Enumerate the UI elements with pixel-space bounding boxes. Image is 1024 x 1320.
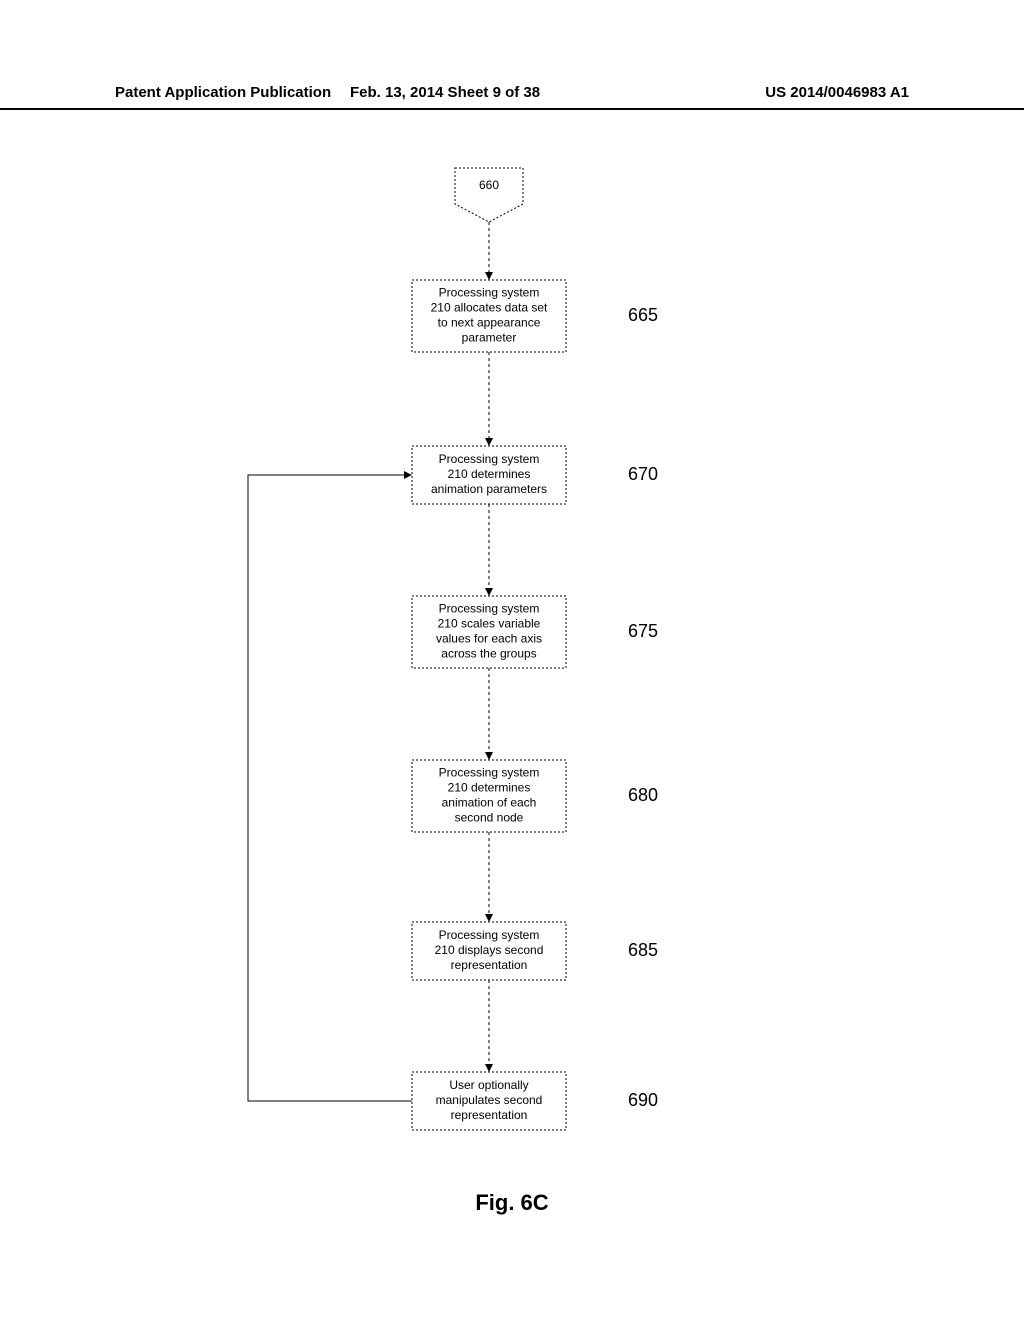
svg-text:210 determines: 210 determines [448,467,531,481]
flowchart-ref-690: 690 [628,1090,658,1110]
svg-text:representation: representation [451,1108,528,1122]
flowchart-ref-680: 680 [628,785,658,805]
svg-text:210 determines: 210 determines [448,781,531,795]
svg-text:representation: representation [451,958,528,972]
svg-text:animation parameters: animation parameters [431,482,547,496]
svg-text:second node: second node [455,811,524,825]
figure-caption: Fig. 6C [0,1190,1024,1216]
svg-text:parameter: parameter [462,331,517,345]
svg-text:Processing system: Processing system [439,928,540,942]
flowchart-node-n680: Processing system210 determinesanimation… [412,760,658,832]
svg-text:to next appearance: to next appearance [438,316,541,330]
flowchart-node-n670: Processing system210 determinesanimation… [412,446,658,504]
svg-text:210 displays second: 210 displays second [435,943,544,957]
flowchart-node-n685: Processing system210 displays secondrepr… [412,922,658,980]
header-right-text: US 2014/0046983 A1 [765,84,909,101]
svg-text:210 scales variable: 210 scales variable [438,617,541,631]
flowchart-node-n665: Processing system210 allocates data sett… [412,280,658,352]
svg-text:animation of each: animation of each [442,796,537,810]
svg-text:across the groups: across the groups [441,647,536,661]
svg-text:Processing system: Processing system [439,602,540,616]
page-header: Patent Application Publication Feb. 13, … [0,84,1024,110]
svg-text:Processing system: Processing system [439,452,540,466]
flowchart-ref-685: 685 [628,940,658,960]
svg-text:210 allocates data set: 210 allocates data set [431,301,548,315]
svg-text:660: 660 [479,178,499,192]
flowchart-node-n690: User optionallymanipulates secondreprese… [412,1072,658,1130]
svg-text:User optionally: User optionally [449,1078,528,1092]
flowchart-ref-665: 665 [628,305,658,325]
svg-text:manipulates second: manipulates second [436,1093,543,1107]
flowchart-node-n675: Processing system210 scales variablevalu… [412,596,658,668]
svg-text:values for each axis: values for each axis [436,632,542,646]
flowchart-ref-670: 670 [628,464,658,484]
flowchart-ref-675: 675 [628,621,658,641]
svg-text:Processing system: Processing system [439,766,540,780]
header-left-text: Patent Application Publication [115,84,331,101]
flowchart-node-n660: 660 [455,168,523,222]
header-middle-text: Feb. 13, 2014 Sheet 9 of 38 [350,84,540,101]
svg-text:Processing system: Processing system [439,286,540,300]
flowchart-diagram: 660Processing system210 allocates data s… [0,150,1024,1150]
